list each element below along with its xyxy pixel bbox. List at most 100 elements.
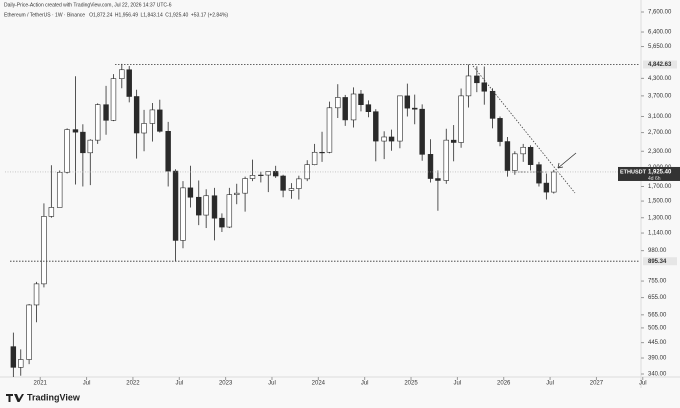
candle-body bbox=[551, 171, 557, 193]
y-tick-label: 505.00 bbox=[648, 325, 667, 331]
symbol: Ethereum / TetherUS · 1W · Binance bbox=[4, 12, 85, 18]
y-tick-label: 1,140.00 bbox=[648, 231, 672, 237]
candle-body bbox=[365, 104, 372, 112]
ohlc-value: O1,872.24 bbox=[89, 12, 113, 18]
candle-body bbox=[157, 109, 163, 132]
x-tick-label: Jul bbox=[546, 381, 554, 387]
candle-body bbox=[388, 136, 395, 142]
x-tick-label: Jul bbox=[268, 381, 276, 387]
brand: TradingView bbox=[27, 392, 81, 402]
candle-body bbox=[319, 151, 325, 154]
candle-body bbox=[18, 359, 24, 368]
candle-body bbox=[280, 175, 286, 191]
y-tick-label: 4,300.00 bbox=[648, 76, 672, 82]
candle-body bbox=[512, 153, 518, 171]
logo bbox=[6, 394, 24, 402]
ohlc-value: +53.17 (+2.84%) bbox=[191, 12, 229, 18]
candle-body bbox=[326, 107, 333, 153]
candle-body bbox=[94, 104, 101, 141]
candle-body bbox=[80, 131, 86, 154]
candle-body bbox=[481, 82, 487, 92]
candle-body bbox=[226, 194, 233, 228]
candle-body bbox=[288, 188, 295, 191]
candle-body bbox=[64, 129, 70, 173]
candle-body bbox=[465, 75, 472, 97]
level-label: 4,842.63 bbox=[648, 62, 672, 68]
ohlc-value: C1,925.40 bbox=[165, 12, 188, 18]
candle-body bbox=[196, 196, 202, 216]
candle-body bbox=[443, 139, 449, 181]
candle-body bbox=[350, 93, 357, 121]
y-tick-label: 3,700.00 bbox=[648, 93, 672, 99]
candle-body bbox=[149, 109, 156, 124]
candle-body bbox=[203, 195, 209, 216]
x-tick-label: Jul bbox=[454, 381, 462, 387]
x-tick-label: 2022 bbox=[126, 381, 140, 387]
candle-body bbox=[381, 136, 387, 142]
candle-body bbox=[258, 174, 264, 176]
x-tick-label: 2025 bbox=[404, 381, 418, 387]
candle-body bbox=[304, 164, 310, 180]
ohlc-value: H1,956.49 bbox=[115, 12, 138, 18]
candle-body bbox=[504, 141, 511, 171]
y-tick-label: 445.00 bbox=[648, 340, 667, 346]
y-tick-label: 340.00 bbox=[648, 372, 667, 378]
level-tag bbox=[643, 60, 677, 69]
x-tick-label: 2026 bbox=[497, 381, 511, 387]
x-tick-label: 2024 bbox=[312, 381, 326, 387]
candle-body bbox=[103, 104, 109, 121]
candle-body bbox=[543, 182, 550, 193]
candle-body bbox=[296, 178, 302, 189]
candle-body bbox=[234, 192, 240, 195]
candle-body bbox=[119, 69, 125, 79]
candle-body bbox=[404, 95, 411, 109]
price-label: 1,925.40 bbox=[648, 170, 672, 176]
x-tick-label: Jul bbox=[175, 381, 183, 387]
candle-body bbox=[249, 175, 256, 179]
candle-body bbox=[172, 170, 179, 241]
candle-body bbox=[187, 187, 194, 198]
x-tick-label: Jul bbox=[361, 381, 369, 387]
candle-body bbox=[272, 171, 279, 177]
candle-body bbox=[311, 151, 318, 165]
credit: Daily-Price-Action created with TradingV… bbox=[4, 2, 172, 8]
candle-body bbox=[110, 78, 117, 121]
candle-body bbox=[450, 139, 457, 143]
candle-body bbox=[242, 178, 248, 194]
candle-body bbox=[72, 129, 79, 133]
candle-body bbox=[412, 107, 418, 110]
ohlc-value: L1,843.14 bbox=[141, 12, 163, 18]
candle-body bbox=[141, 123, 147, 134]
candle-body bbox=[180, 187, 186, 241]
candle-body bbox=[126, 69, 132, 97]
candle-body bbox=[48, 207, 55, 217]
candle-body bbox=[536, 164, 542, 184]
price-tag bbox=[618, 166, 680, 181]
y-tick-label: 1,300.00 bbox=[648, 215, 672, 221]
symbol-tag: ETHUSDT bbox=[620, 169, 647, 175]
candle-body bbox=[335, 97, 341, 109]
candle-body bbox=[497, 118, 503, 142]
candle-body bbox=[56, 172, 63, 208]
candle-body bbox=[458, 95, 464, 143]
arrow-head bbox=[557, 162, 564, 169]
y-tick-label: 6,400.00 bbox=[648, 30, 672, 36]
y-tick-label: 7,600.00 bbox=[648, 10, 672, 16]
legend-line: Ethereum / TetherUS · 1W · Binance O1,872… bbox=[4, 12, 228, 18]
candle-body bbox=[435, 178, 441, 181]
candle-body bbox=[358, 93, 364, 105]
x-tick-label: 2023 bbox=[219, 381, 233, 387]
candle-body bbox=[427, 154, 434, 179]
candle-body bbox=[10, 346, 17, 368]
candle-body bbox=[219, 217, 225, 228]
candle-body bbox=[165, 130, 171, 172]
y-tick-label: 390.00 bbox=[648, 356, 667, 362]
candle-body bbox=[342, 97, 348, 121]
x-tick-label: Jul bbox=[83, 381, 91, 387]
y-tick-label: 2,300.00 bbox=[648, 149, 672, 155]
y-tick-label: 565.00 bbox=[648, 312, 667, 318]
candle-body bbox=[87, 139, 93, 154]
plot bbox=[10, 63, 557, 377]
y-tick-label: 5,650.00 bbox=[648, 44, 672, 50]
